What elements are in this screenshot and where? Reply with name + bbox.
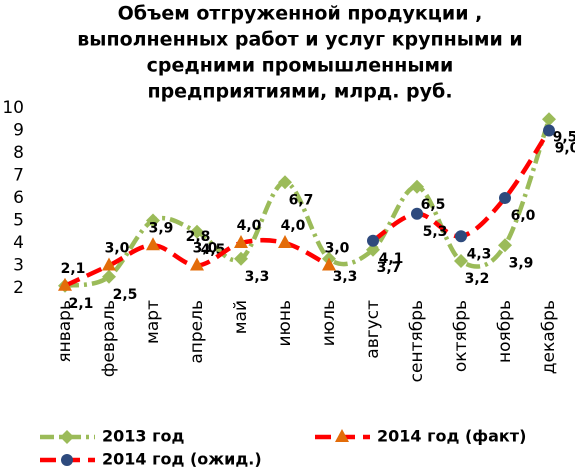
x-tick-label: октябрь <box>451 300 471 372</box>
x-tick-label: сентябрь <box>407 300 427 382</box>
x-tick-label: май <box>231 300 251 334</box>
annotation: 2,8 <box>186 229 211 245</box>
marker <box>498 238 512 253</box>
data-label: 3,0 <box>325 241 350 257</box>
data-label: 3,0 <box>193 241 218 257</box>
legend-label: 2014 год (факт) <box>377 427 526 446</box>
marker <box>278 175 292 190</box>
data-label: 6,5 <box>421 197 446 213</box>
data-label: 3,0 <box>105 241 130 257</box>
marker <box>335 429 349 442</box>
data-label: 4,0 <box>237 218 262 234</box>
data-label: 3,3 <box>245 269 270 285</box>
marker <box>454 254 468 268</box>
data-label: 3,7 <box>377 260 402 276</box>
marker <box>58 277 72 291</box>
x-tick-label: январь <box>55 300 75 363</box>
data-label: 3,9 <box>509 255 534 271</box>
y-tick-label: 7 <box>13 166 24 186</box>
marker <box>102 269 116 284</box>
marker <box>367 234 379 247</box>
y-tick-label: 8 <box>13 143 24 163</box>
data-label: 6,0 <box>511 208 536 224</box>
marker <box>366 242 380 257</box>
marker <box>234 235 248 248</box>
legend-label: 2013 год <box>102 427 184 446</box>
y-tick-label: 2 <box>13 278 24 298</box>
marker <box>61 454 73 466</box>
chart-title: Объем отгруженной продукции , <box>118 3 483 25</box>
chart-title: предприятиями, млрд. руб. <box>147 81 452 103</box>
data-label: 5,3 <box>423 224 448 240</box>
chart-title: выполненных работ и услуг крупными и <box>77 29 523 51</box>
series-line <box>371 129 551 243</box>
y-tick-label: 5 <box>13 211 24 231</box>
x-tick-label: июнь <box>275 300 295 347</box>
x-tick-label: декабрь <box>539 300 559 374</box>
x-tick-label: февраль <box>99 300 119 377</box>
data-label: 2,5 <box>113 287 138 303</box>
marker <box>411 207 423 220</box>
data-label: 4,3 <box>467 246 492 262</box>
x-tick-label: апрель <box>187 300 207 364</box>
marker <box>542 112 556 127</box>
x-tick-label: ноябрь <box>495 300 515 363</box>
marker <box>190 224 204 239</box>
x-tick-label: март <box>143 300 163 344</box>
data-label: 4,0 <box>281 218 306 234</box>
marker <box>146 237 160 251</box>
data-label: 6,7 <box>289 192 314 208</box>
y-tick-label: 3 <box>13 256 24 276</box>
data-label: 2,1 <box>69 296 94 312</box>
marker <box>322 257 336 271</box>
data-label: 4,1 <box>379 251 404 267</box>
data-label: 9,0 <box>555 141 575 157</box>
y-tick-label: 6 <box>13 188 24 208</box>
marker <box>543 124 555 137</box>
data-label: 3,9 <box>149 220 174 236</box>
marker <box>102 257 116 271</box>
y-tick-label: 9 <box>13 121 24 141</box>
marker <box>278 235 292 248</box>
x-tick-label: август <box>363 300 383 359</box>
data-label: 3,2 <box>465 271 490 287</box>
y-tick-label: 4 <box>13 233 24 253</box>
marker <box>60 430 74 444</box>
data-label: 9,5 <box>553 129 575 145</box>
x-tick-label: июль <box>319 300 339 346</box>
legend-label: 2014 год (ожид.) <box>102 450 262 468</box>
marker <box>190 257 204 271</box>
chart-title: средними промышленными <box>147 55 454 77</box>
data-label: 2,1 <box>61 261 86 277</box>
marker <box>410 179 424 194</box>
y-tick-label: 10 <box>2 98 24 118</box>
marker <box>146 213 160 228</box>
data-label: 3,3 <box>333 269 358 285</box>
marker <box>234 251 248 266</box>
marker <box>455 230 467 243</box>
marker <box>499 192 511 204</box>
